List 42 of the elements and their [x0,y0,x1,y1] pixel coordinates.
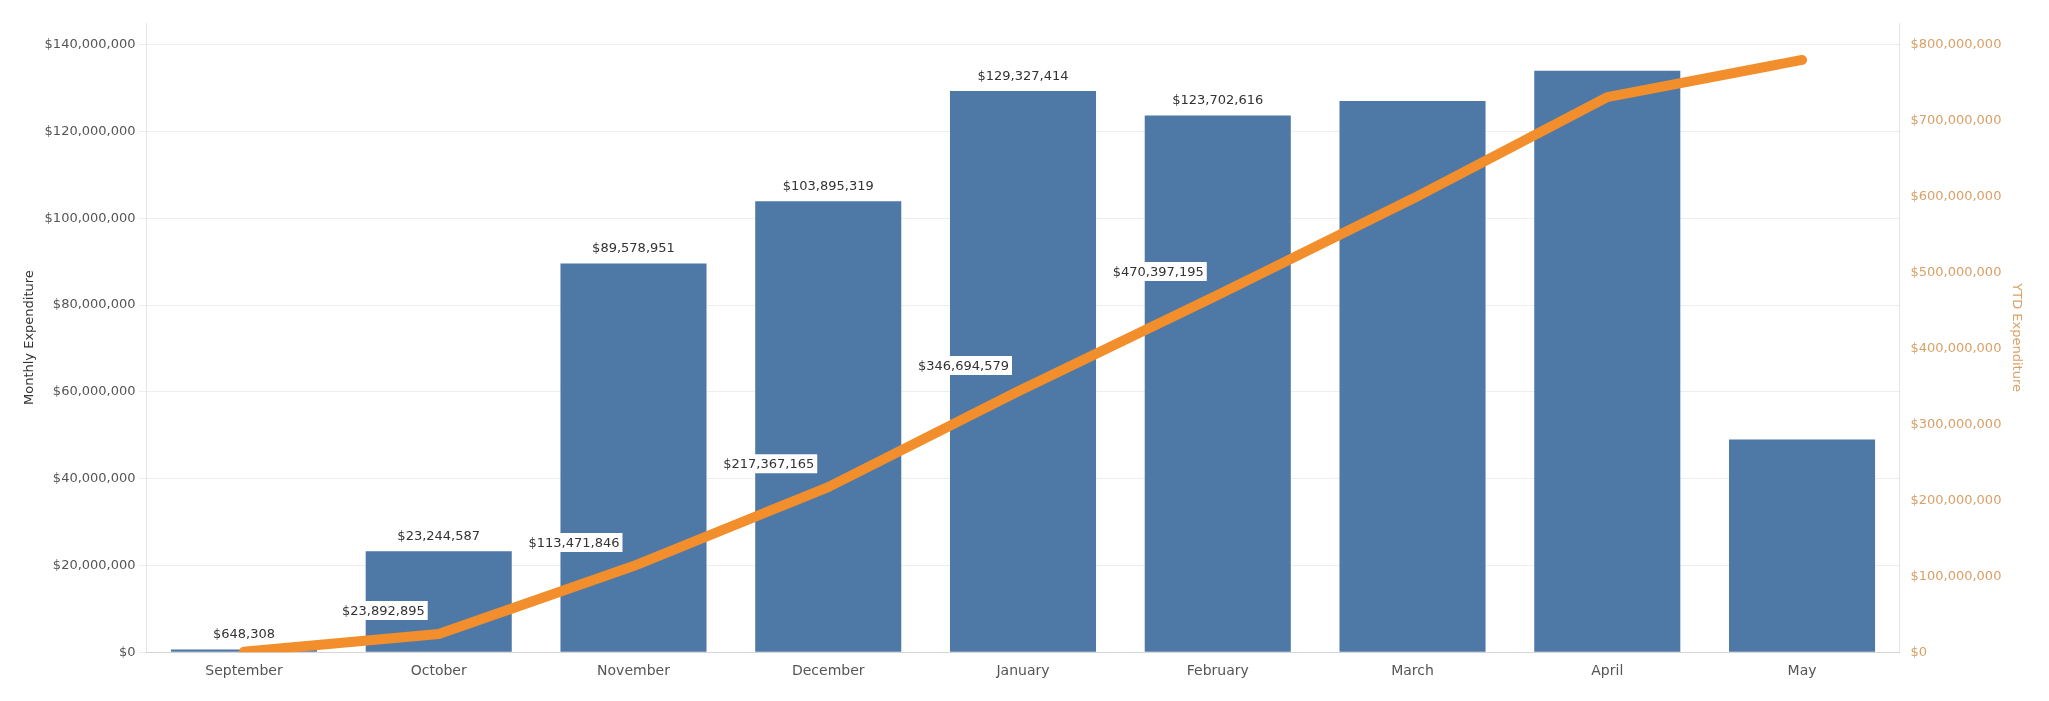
y2-tick-label: $0 [1910,643,1927,659]
data-label: $217,367,165 [723,456,815,472]
y2-tick-label: $200,000,000 [1910,491,2002,507]
y2-tick-label: $600,000,000 [1910,187,2002,203]
y2-tick-label: $100,000,000 [1910,567,2002,583]
x-tick-label: December [791,662,865,679]
x-tick-label: April [1591,662,1624,679]
x-tick-label: May [1787,662,1817,679]
y2-tick-label: $500,000,000 [1910,263,2002,279]
x-tick-label: October [410,662,467,679]
y-tick-label: $40,000,000 [52,470,136,485]
y-tick-label: $120,000,000 [44,122,136,138]
x-tick-label: November [597,662,671,679]
data-label: $123,702,616 [1172,92,1264,108]
x-tick-label: March [1391,662,1434,679]
x-tick-label: September [205,662,283,679]
data-label: $470,397,195 [1112,263,1204,279]
data-label: $23,892,895 [342,602,425,618]
y-tick-label: $60,000,000 [52,383,136,399]
y2-tick-label: $800,000,000 [1910,36,2002,52]
x-tick-label: February [1186,662,1249,679]
bar [1729,439,1876,652]
y2-tick-label: $700,000,000 [1910,112,2002,128]
y-tick-label: $0 [119,643,136,659]
data-label: $648,308 [212,626,275,642]
data-label: $23,244,587 [397,528,481,544]
bar [1534,70,1681,652]
y-tick-label: $140,000,000 [44,36,136,52]
bar [1339,101,1486,652]
data-label: $89,578,951 [592,240,675,256]
y-axis-title: Monthly Expenditure [21,270,37,406]
y2-axis-title: YTD Expenditure [2009,282,2025,392]
x-tick-label: January [995,662,1050,679]
y-tick-label: $20,000,000 [52,556,136,572]
y-tick-label: $100,000,000 [44,209,136,225]
y2-tick-label: $400,000,000 [1910,339,2002,355]
data-label: $129,327,414 [977,67,1069,83]
data-label: $113,471,846 [528,534,620,550]
data-label: $103,895,319 [782,178,874,194]
y-tick-label: $80,000,000 [52,296,136,312]
data-label: $346,694,579 [918,357,1009,373]
y2-tick-label: $300,000,000 [1910,415,2002,431]
